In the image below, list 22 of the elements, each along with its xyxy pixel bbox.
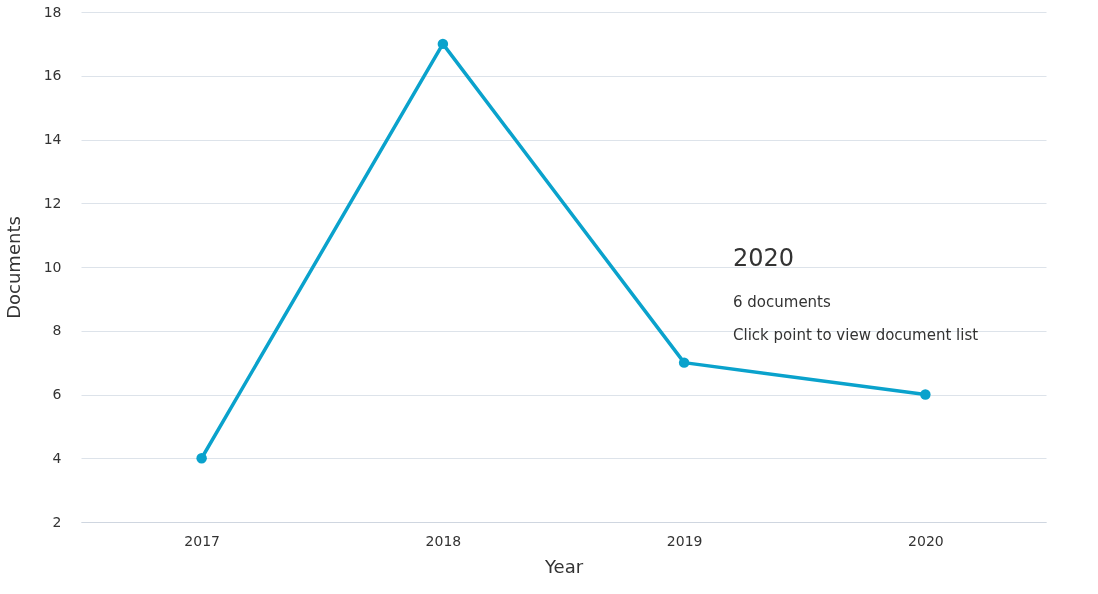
x-tick-label: 2017 (184, 532, 220, 549)
y-tick-label: 6 (52, 386, 62, 402)
point (678, 357, 690, 368)
x-tick-label: 2019 (666, 532, 703, 549)
annotation: 6 documents (733, 293, 831, 311)
x-axis-title: Year (543, 555, 584, 577)
point (437, 38, 449, 50)
y-tick-label: 4 (52, 449, 62, 466)
y-tick-label: 18 (43, 3, 62, 20)
y-tick-label: 10 (43, 258, 62, 275)
y-tick-label: 12 (43, 194, 62, 211)
annotation: 2020 (733, 244, 795, 272)
y-tick-label: 16 (43, 67, 62, 84)
y-tick-label: 14 (43, 131, 62, 147)
x-tick-label: 2020 (908, 532, 944, 549)
y-tick-label: 8 (52, 322, 62, 339)
y-axis-title: Documents (2, 216, 24, 319)
point (920, 389, 931, 400)
point (196, 453, 207, 464)
x-tick-label: 2018 (425, 532, 462, 549)
y-tick-label: 2 (52, 513, 62, 530)
annotation: Click point to view document list (733, 326, 979, 344)
